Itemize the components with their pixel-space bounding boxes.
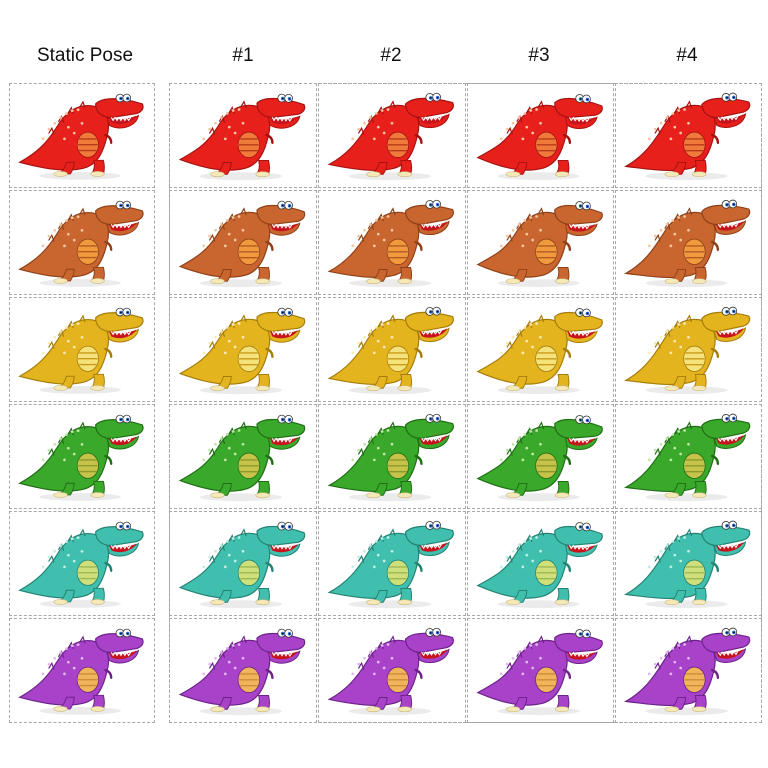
red-dinosaur-frame-3 [467,83,614,188]
red-dinosaur-static-pose [9,83,155,188]
teal-dinosaur-frame-1 [169,511,317,616]
yellow-dinosaur-static-pose [9,297,155,402]
header-frame-1: #1 [232,45,254,66]
red-dinosaur-frame-4 [615,83,762,188]
green-dinosaur-frame-2 [318,404,466,509]
green-dinosaur-frame-4 [615,404,762,509]
header-frame-2: #2 [380,45,402,66]
yellow-dinosaur-frame-1 [169,297,317,402]
teal-dinosaur-static-pose [9,511,155,616]
red-dinosaur-frame-2 [318,83,466,188]
teal-dinosaur-frame-3 [467,511,614,616]
header-frame-3: #3 [528,45,550,66]
green-dinosaur-frame-1 [169,404,317,509]
purple-dinosaur-static-pose [9,618,155,723]
green-dinosaur-static-pose [9,404,155,509]
purple-dinosaur-frame-2 [318,618,466,723]
teal-dinosaur-frame-2 [318,511,466,616]
teal-dinosaur-frame-4 [615,511,762,616]
orange-dinosaur-frame-1 [169,190,317,295]
yellow-dinosaur-frame-3 [467,297,614,402]
purple-dinosaur-frame-4 [615,618,762,723]
yellow-dinosaur-frame-4 [615,297,762,402]
red-dinosaur-frame-1 [169,83,317,188]
orange-dinosaur-static-pose [9,190,155,295]
yellow-dinosaur-frame-2 [318,297,466,402]
orange-dinosaur-frame-4 [615,190,762,295]
header-frame-4: #4 [676,45,698,66]
green-dinosaur-frame-3 [467,404,614,509]
orange-dinosaur-frame-3 [467,190,614,295]
header-static-pose: Static Pose [36,45,134,66]
orange-dinosaur-frame-2 [318,190,466,295]
purple-dinosaur-frame-1 [169,618,317,723]
purple-dinosaur-frame-3 [467,618,614,723]
